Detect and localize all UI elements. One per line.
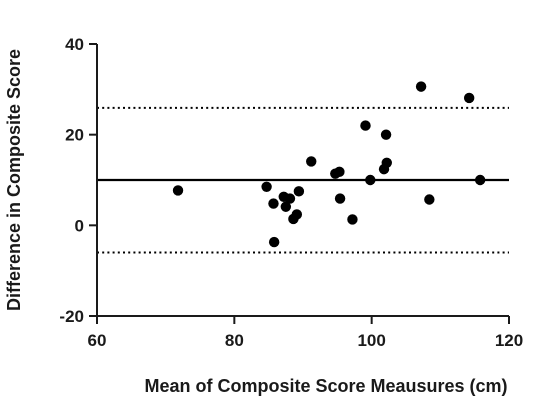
data-point [268,236,280,248]
y-tick-label: 40 [65,35,84,54]
data-point [380,129,392,140]
data-point [261,181,272,192]
y-axis-title: Difference in Composite Score [4,49,24,311]
data-point [334,193,346,204]
y-tick-label: -20 [59,307,84,326]
x-tick-label: 100 [357,331,385,350]
data-point [172,185,184,196]
x-tick-label: 120 [495,331,523,350]
x-tick-label: 80 [225,331,244,350]
data-point [381,157,392,168]
y-tick-label: 20 [65,126,84,145]
data-point [306,156,317,167]
data-point [415,81,427,92]
data-points [172,81,486,248]
x-axis-title: Mean of Composite Score Meausures (cm) [144,376,507,396]
data-point [365,174,376,186]
data-point [360,120,371,131]
x-tick-label: 60 [88,331,107,350]
axes: -20 0 20 40 60 80 100 120 [59,35,523,350]
data-point [424,194,435,205]
data-point [463,92,475,104]
data-point [474,174,486,186]
data-point [291,209,303,220]
data-point [293,186,305,197]
y-axis-ticks: -20 0 20 40 [59,35,97,326]
y-tick-label: 0 [75,216,84,235]
data-point [280,201,292,212]
data-point [284,193,296,204]
data-point [347,214,358,225]
data-point [268,198,279,209]
data-point [334,166,345,178]
reference-lines [97,106,509,254]
x-axis-ticks: 60 80 100 120 [88,316,523,350]
